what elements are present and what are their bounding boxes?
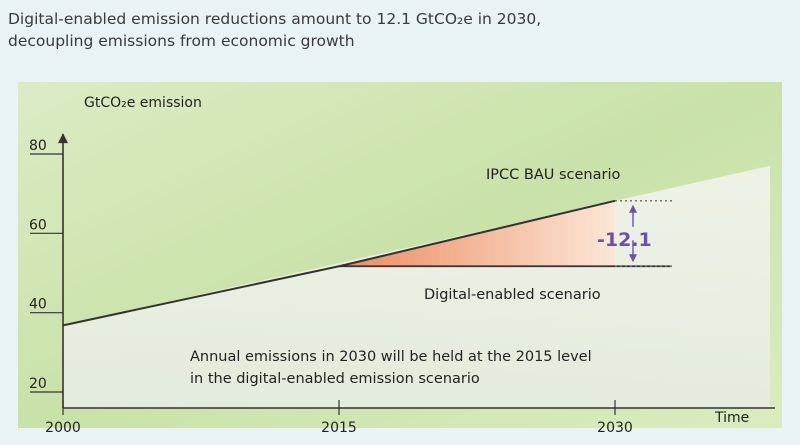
annotation-line-1: Annual emissions in 2030 will be held at… [190, 349, 592, 365]
y-tick-label-20: 20 [29, 376, 47, 392]
series-line-bau [62, 199, 616, 327]
x-tick-label-2030: 2030 [597, 420, 633, 436]
reduction-label: -12.1 [597, 229, 652, 251]
y-tick-label-80: 80 [29, 138, 47, 154]
y-axis-label: GtCO₂e emission [84, 95, 202, 111]
reduction-arrow-down-head [629, 254, 637, 263]
series-label-digital: Digital-enabled scenario [424, 287, 601, 303]
series-label-bau: IPCC BAU scenario [486, 167, 620, 183]
y-axis-arrow [58, 133, 68, 144]
x-tick-label-2000: 2000 [45, 420, 81, 436]
x-tick-label-2015: 2015 [321, 420, 357, 436]
headline-line-2: decoupling emissions from economic growt… [8, 32, 355, 50]
x-axis-label: Time [714, 410, 749, 426]
y-tick-label-60: 60 [29, 217, 47, 233]
headline: Digital-enabled emission reductions amou… [8, 8, 788, 52]
reduction-arrow-up-head [629, 204, 637, 213]
annotation-line-2: in the digital-enabled emission scenario [190, 371, 480, 387]
y-tick-label-40: 40 [29, 297, 47, 313]
headline-line-1: Digital-enabled emission reductions amou… [8, 10, 542, 28]
